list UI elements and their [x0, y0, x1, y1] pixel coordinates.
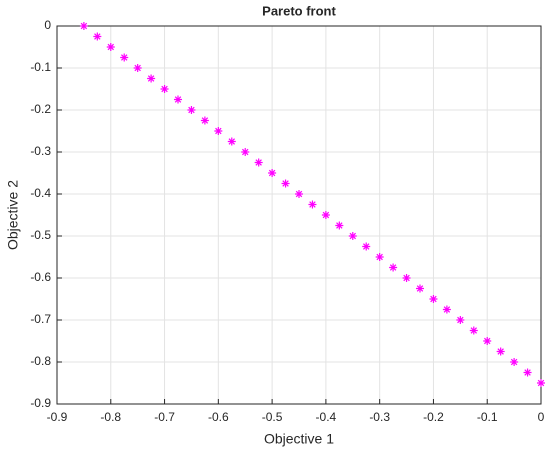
point [429, 295, 438, 303]
point [362, 242, 371, 251]
x-tick-label: -0.9 [47, 410, 68, 424]
y-tick-label: -0.4 [30, 186, 51, 200]
x-axis-label: Objective 1 [264, 431, 334, 447]
point [308, 200, 317, 209]
point [523, 368, 532, 377]
y-tick-label: -0.6 [30, 270, 51, 284]
x-tick-label: -0.1 [477, 410, 498, 424]
point [147, 74, 156, 83]
point [241, 148, 250, 156]
point [402, 274, 411, 282]
point [174, 95, 182, 104]
point [335, 221, 344, 230]
point [120, 53, 129, 62]
x-tick-label: -0.4 [316, 410, 337, 424]
point [375, 253, 384, 261]
y-tick-label: -0.9 [30, 396, 51, 410]
y-tick-label: -0.1 [30, 60, 51, 74]
y-tick-label: -0.2 [30, 102, 51, 116]
y-tick-label: -0.3 [30, 144, 51, 158]
y-axis-label: Objective 2 [5, 180, 21, 250]
point [227, 137, 236, 146]
point [469, 326, 478, 335]
point [389, 263, 398, 272]
point [456, 316, 465, 324]
x-tick-label: -0.2 [423, 410, 444, 424]
x-tick-label: -0.3 [369, 410, 390, 424]
point [416, 284, 424, 293]
point [537, 379, 545, 387]
point [281, 179, 290, 188]
point [510, 358, 519, 366]
y-tick-label: -0.5 [30, 228, 51, 242]
point [348, 232, 357, 240]
x-tick-label: -0.5 [262, 410, 283, 424]
plot-frame [56, 25, 542, 405]
x-tick-label: 0 [538, 410, 545, 424]
point [483, 337, 492, 345]
x-tick-label: -0.7 [154, 410, 175, 424]
point [106, 43, 115, 51]
x-tick-label: -0.6 [208, 410, 229, 424]
point [187, 106, 196, 114]
point [496, 347, 505, 356]
point [295, 190, 303, 198]
point [93, 32, 102, 41]
point [79, 22, 88, 30]
point [160, 85, 169, 93]
point [321, 211, 330, 219]
point [254, 158, 263, 167]
y-tick-label: -0.8 [30, 354, 51, 368]
chart-title: Pareto front [262, 3, 336, 18]
x-tick-label: -0.8 [100, 410, 121, 424]
point [200, 116, 209, 125]
point [214, 127, 223, 135]
point [268, 169, 277, 177]
y-tick-label: 0 [44, 18, 51, 32]
point [442, 305, 451, 314]
point [133, 64, 142, 72]
y-tick-label: -0.7 [30, 312, 51, 326]
